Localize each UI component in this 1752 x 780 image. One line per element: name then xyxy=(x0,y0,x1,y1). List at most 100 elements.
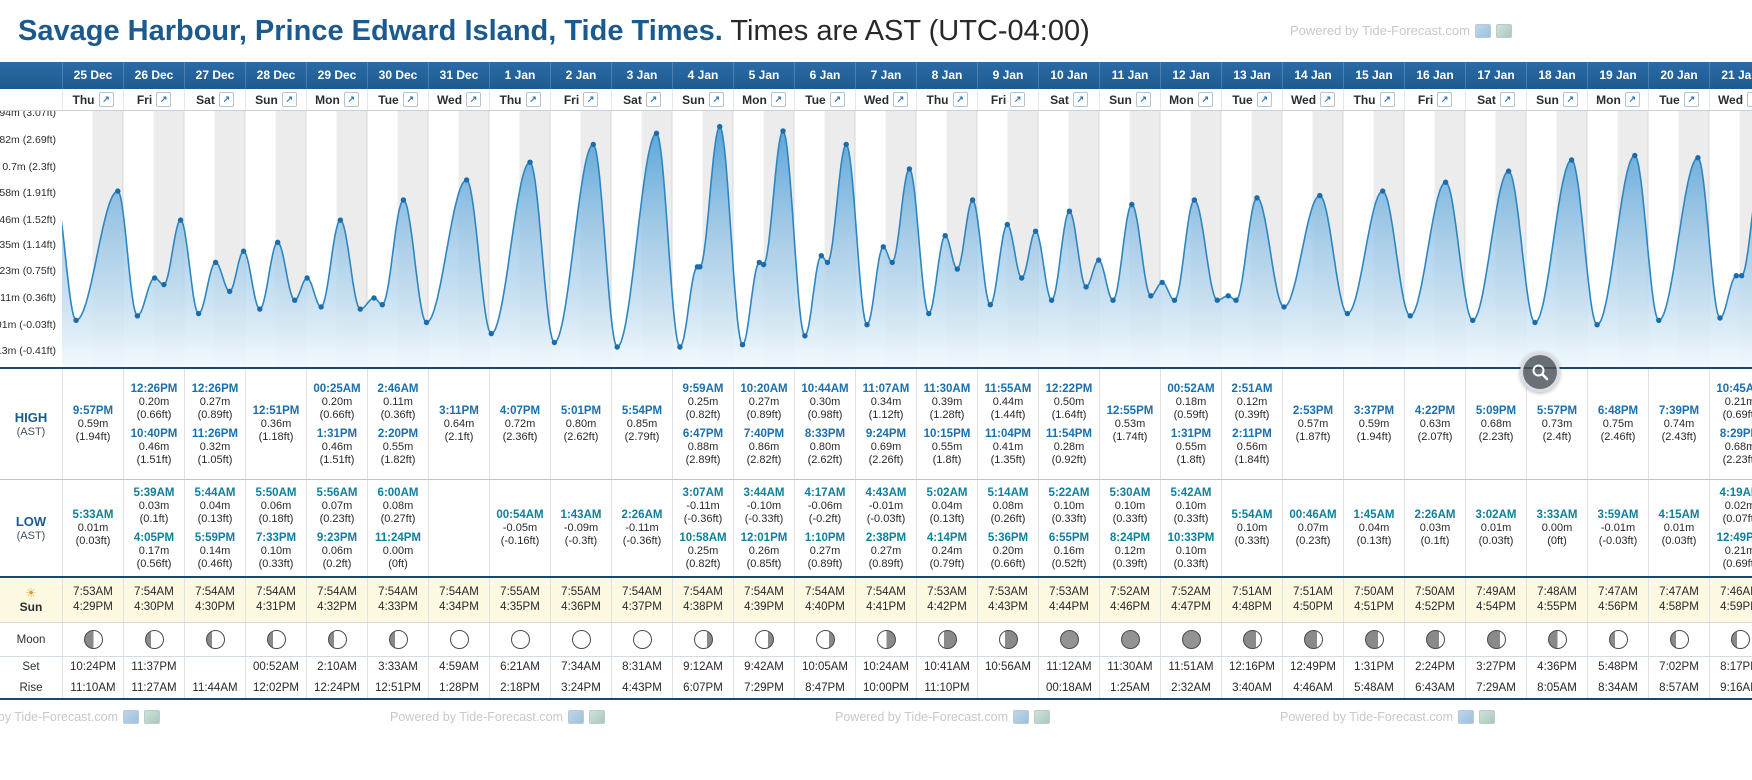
moonset-cell: 2:24PM xyxy=(1404,657,1465,677)
sun-cell: 7:55AM 4:36PM xyxy=(550,578,611,622)
tide-time: 12:49PM xyxy=(1716,531,1752,544)
expand-icon[interactable]: ↗ xyxy=(1135,92,1151,107)
expand-icon[interactable]: ↗ xyxy=(1010,92,1026,107)
low-tide-cell: 3:02AM 0.01m (0.03ft) xyxy=(1465,480,1526,576)
tide-time: 5:09PM xyxy=(1475,405,1517,417)
y-axis-label: 0.35m (1.14ft) xyxy=(0,238,56,251)
sunrise-time: 7:55AM xyxy=(500,586,540,598)
expand-icon[interactable]: ↗ xyxy=(466,92,482,107)
moonset-cell: 4:59AM xyxy=(428,657,489,677)
moonrise-cell: 3:24PM xyxy=(550,677,611,698)
moonset-cell: 8:31AM xyxy=(611,657,672,677)
sunset-time: 4:58PM xyxy=(1659,601,1699,613)
tide-height-ft: (0.23ft) xyxy=(319,512,355,525)
moonset-time: 3:33AM xyxy=(378,661,418,673)
expand-icon[interactable]: ↗ xyxy=(156,92,172,107)
moon-cell xyxy=(550,623,611,656)
tide-height-m: 0.04m xyxy=(199,499,231,512)
sunrise-time: 7:54AM xyxy=(134,586,174,598)
expand-icon[interactable]: ↗ xyxy=(1256,92,1272,107)
expand-icon[interactable]: ↗ xyxy=(708,92,724,107)
sunset-time: 4:34PM xyxy=(439,601,479,613)
tide-time: 3:33AM xyxy=(1536,509,1578,521)
day-cell: Sun ↗ xyxy=(245,89,306,110)
day-cell: Sat ↗ xyxy=(184,89,245,110)
tide-height-ft: (-0.36ft) xyxy=(622,535,662,547)
expand-icon[interactable]: ↗ xyxy=(218,92,234,107)
expand-icon[interactable]: ↗ xyxy=(645,92,661,107)
expand-icon[interactable]: ↗ xyxy=(1562,92,1578,107)
moon-phase-icon xyxy=(815,630,835,649)
high-tide-cell: 5:01PM 0.80m (2.62ft) xyxy=(550,369,611,479)
expand-icon[interactable]: ↗ xyxy=(1437,92,1453,107)
moonrise-cell: 8:34AM xyxy=(1587,677,1648,698)
tide-height-ft: (0.98ft) xyxy=(807,408,843,421)
expand-icon[interactable]: ↗ xyxy=(1320,92,1336,107)
low-tide-cell: 4:17AM -0.06m (-0.2ft) 1:10PM 0.27m (0.89ft) xyxy=(794,480,855,576)
expand-icon[interactable]: ↗ xyxy=(1624,92,1640,107)
expand-icon[interactable]: ↗ xyxy=(829,92,845,107)
day-cell: Thu ↗ xyxy=(916,89,977,110)
tide-time: 10:45AM xyxy=(1716,382,1752,395)
tide-entry: 4:22PM 0.63m (2.07ft) xyxy=(1415,404,1455,444)
tide-entry: 9:57PM 0.59m (1.94ft) xyxy=(73,404,113,444)
moonrise-time: 11:10AM xyxy=(70,681,116,694)
day-name: Mon xyxy=(315,92,340,107)
day-cell: Tue ↗ xyxy=(1221,89,1282,110)
tide-height-m: -0.01m xyxy=(868,499,904,512)
moon-phase-icon xyxy=(388,630,408,649)
footer-watermark: Powered by Tide-Forecast.com xyxy=(1280,710,1495,724)
expand-icon[interactable]: ↗ xyxy=(1072,92,1088,107)
moonrise-time: 12:02PM xyxy=(252,681,300,694)
expand-icon[interactable]: ↗ xyxy=(1683,92,1699,107)
expand-icon[interactable]: ↗ xyxy=(525,92,541,107)
tide-height-m: 0.27m xyxy=(809,544,841,557)
tide-time: 4:05PM xyxy=(133,531,175,544)
expand-icon[interactable]: ↗ xyxy=(1379,92,1395,107)
expand-icon[interactable]: ↗ xyxy=(952,92,968,107)
moonrise-time: 8:47PM xyxy=(805,681,845,694)
tide-height-m: 0.55m xyxy=(931,440,963,453)
moon-phase-icon xyxy=(510,630,530,649)
tide-height-m: 0.34m xyxy=(870,395,902,408)
tide-time: 00:25AM xyxy=(313,382,361,395)
expand-icon[interactable]: ↗ xyxy=(402,92,418,107)
tide-entry: 11:54PM 0.28m (0.92ft) xyxy=(1046,427,1092,467)
tide-entry: 4:14PM 0.24m (0.79ft) xyxy=(927,531,967,571)
moonset-time: 8:17PM xyxy=(1720,661,1752,673)
footer-watermark: Powered by Tide-Forecast.com xyxy=(835,710,1050,724)
expand-icon[interactable]: ↗ xyxy=(1499,92,1515,107)
low-tide-cell: 4:43AM -0.01m (-0.03ft) 2:38PM 0.27m (0.89ft) xyxy=(855,480,916,576)
low-tide-cell: 1:43AM -0.09m (-0.3ft) xyxy=(550,480,611,576)
moon-cell xyxy=(1526,623,1587,656)
tide-time: 10:44AM xyxy=(801,382,849,395)
low-tide-cell: 3:44AM -0.10m (-0.33ft) 12:01PM 0.26m (0.85ft… xyxy=(733,480,794,576)
day-cell: Mon ↗ xyxy=(306,89,367,110)
moon-phase-icon xyxy=(144,630,164,649)
moonset-time: 2:10AM xyxy=(317,661,357,673)
tide-height-ft: (0.13ft) xyxy=(197,512,233,525)
expand-icon[interactable]: ↗ xyxy=(1197,92,1213,107)
sunrise-time: 7:47AM xyxy=(1598,586,1638,598)
moonset-cell: 7:02PM xyxy=(1648,657,1709,677)
tide-height-m: 0.07m xyxy=(321,499,353,512)
tide-entry: 2:46AM 0.11m (0.36ft) xyxy=(378,382,419,422)
expand-icon[interactable]: ↗ xyxy=(343,92,359,107)
expand-icon[interactable]: ↗ xyxy=(281,92,297,107)
tide-time: 11:26PM xyxy=(191,427,239,440)
expand-icon[interactable]: ↗ xyxy=(770,92,786,107)
tide-height-m: -0.01m xyxy=(1600,522,1636,534)
sun-cell: 7:54AM 4:30PM xyxy=(184,578,245,622)
sunrise-time: 7:54AM xyxy=(683,586,723,598)
zoom-button[interactable] xyxy=(1520,352,1560,392)
expand-icon[interactable]: ↗ xyxy=(98,92,114,107)
expand-icon[interactable]: ↗ xyxy=(1747,92,1752,107)
expand-icon[interactable]: ↗ xyxy=(583,92,599,107)
tide-height-ft: (2.23ft) xyxy=(1478,431,1514,443)
tide-height-ft: (0.85ft) xyxy=(746,557,782,570)
date-header-cell: 5 Jan xyxy=(733,62,794,89)
tide-entry: 11:04PM 0.41m (1.35ft) xyxy=(985,427,1031,467)
expand-icon[interactable]: ↗ xyxy=(893,92,909,107)
tide-entry: 11:26PM 0.32m (1.05ft) xyxy=(192,427,238,467)
